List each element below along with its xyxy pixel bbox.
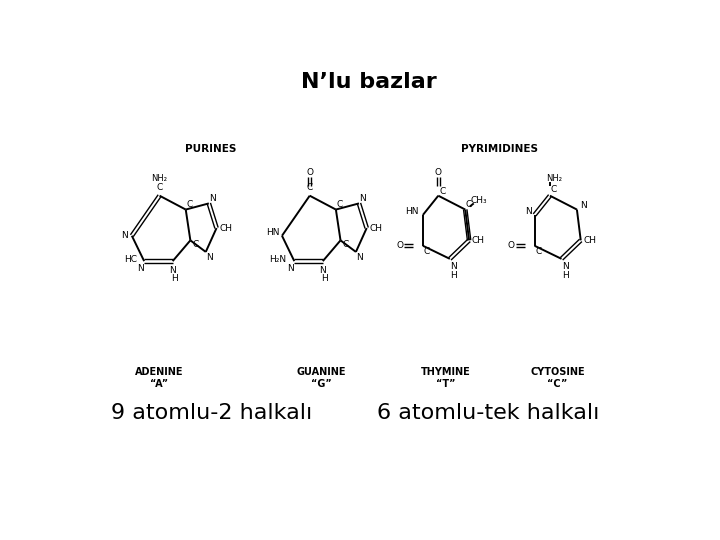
Text: N: N [580, 201, 586, 210]
Text: N: N [450, 262, 457, 271]
Text: N: N [169, 266, 176, 275]
Text: HN: HN [266, 228, 279, 237]
Text: CH₃: CH₃ [471, 196, 487, 205]
Text: C: C [551, 185, 557, 194]
Text: PYRIMIDINES: PYRIMIDINES [462, 145, 539, 154]
Text: O: O [508, 241, 515, 250]
Text: NH₂: NH₂ [546, 174, 562, 183]
Text: C: C [307, 184, 312, 192]
Text: N: N [137, 265, 144, 273]
Text: N: N [320, 266, 326, 275]
Text: O: O [306, 168, 313, 177]
Text: N: N [121, 231, 127, 240]
Text: N: N [287, 265, 294, 273]
Text: CYTOSINE
“C”: CYTOSINE “C” [531, 367, 585, 389]
Text: CH: CH [220, 224, 233, 233]
Text: GUANINE
“G”: GUANINE “G” [297, 367, 346, 389]
Text: HC: HC [124, 255, 137, 264]
Text: C: C [193, 240, 199, 249]
Text: C: C [466, 200, 472, 210]
Text: 9 atomlu-2 halkalı: 9 atomlu-2 halkalı [111, 403, 312, 423]
Text: N: N [210, 194, 216, 203]
Text: O: O [435, 168, 442, 177]
Text: N: N [359, 194, 366, 203]
Text: C: C [186, 200, 193, 210]
Text: CH: CH [583, 236, 596, 245]
Text: N: N [525, 207, 532, 215]
Text: PURINES: PURINES [186, 145, 237, 154]
Text: ADENINE
“A”: ADENINE “A” [135, 367, 184, 389]
Text: N’lu bazlar: N’lu bazlar [301, 72, 437, 92]
Text: H: H [450, 271, 457, 280]
Text: N: N [562, 262, 569, 271]
Text: O: O [396, 241, 403, 250]
Text: 6 atomlu-tek halkalı: 6 atomlu-tek halkalı [377, 403, 600, 423]
Text: C: C [337, 200, 343, 210]
Text: HN: HN [405, 207, 419, 217]
Text: THYMINE
“T”: THYMINE “T” [421, 367, 471, 389]
Text: CH: CH [369, 224, 382, 233]
Text: C: C [439, 187, 445, 195]
Text: C: C [535, 247, 541, 256]
Text: C: C [343, 240, 349, 249]
Text: C: C [156, 184, 163, 192]
Text: H: H [321, 274, 328, 284]
Text: H: H [171, 274, 178, 284]
Text: N: N [356, 253, 363, 262]
Text: H: H [562, 271, 569, 280]
Text: C: C [423, 247, 430, 256]
Text: N: N [206, 253, 213, 262]
Text: NH₂: NH₂ [152, 174, 168, 183]
Text: CH: CH [472, 236, 485, 245]
Text: H₂N: H₂N [269, 255, 286, 264]
